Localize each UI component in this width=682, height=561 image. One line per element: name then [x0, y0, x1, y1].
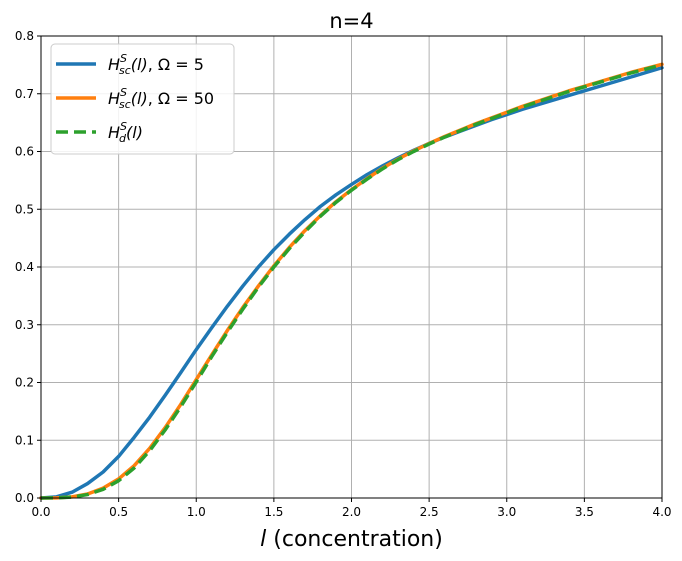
x-tick-label: 3.0 — [497, 505, 516, 519]
series-line-3 — [40, 63, 663, 500]
legend: HS sc(l), Ω = 5 HS sc(l), Ω = 50 HS d(l) — [50, 43, 235, 155]
y-tick-label: 0.6 — [15, 145, 34, 159]
y-tick-label: 0.3 — [15, 318, 34, 332]
series-line-1 — [39, 66, 664, 500]
legend-box — [50, 43, 235, 155]
y-tick-label: 0.5 — [15, 202, 34, 216]
y-tick-label: 0.1 — [15, 433, 34, 447]
axis-ticks: 0.0 0.5 1.0 1.5 2.0 2.5 3.0 3.5 4.0 0.0 0.1 0.2 0.3 0… — [15, 29, 672, 519]
x-tick-label: 1.5 — [264, 505, 283, 519]
legend-label-1: HS sc(l), Ω = 5 — [108, 52, 204, 77]
y-tick-label: 0.4 — [15, 260, 34, 274]
y-tick-label: 0.8 — [15, 29, 34, 43]
legend-label-2: HS sc(l), Ω = 50 — [108, 86, 214, 111]
y-tick-label: 0.7 — [15, 87, 34, 101]
series-lines — [39, 62, 664, 500]
legend-label-3: HS d(l) — [108, 120, 143, 145]
x-tick-label: 0.5 — [109, 505, 128, 519]
chart-title: n=4 — [329, 9, 373, 33]
x-tick-label: 2.5 — [420, 505, 439, 519]
x-tick-label: 3.5 — [575, 505, 594, 519]
x-tick-label: 2.0 — [342, 505, 361, 519]
x-tick-label: 4.0 — [652, 505, 671, 519]
x-axis-label: l (concentration) — [260, 527, 443, 552]
y-tick-label: 0.0 — [15, 491, 34, 505]
x-tick-label: 0.0 — [31, 505, 50, 519]
x-tick-label: 1.0 — [187, 505, 206, 519]
y-tick-label: 0.2 — [15, 376, 34, 390]
